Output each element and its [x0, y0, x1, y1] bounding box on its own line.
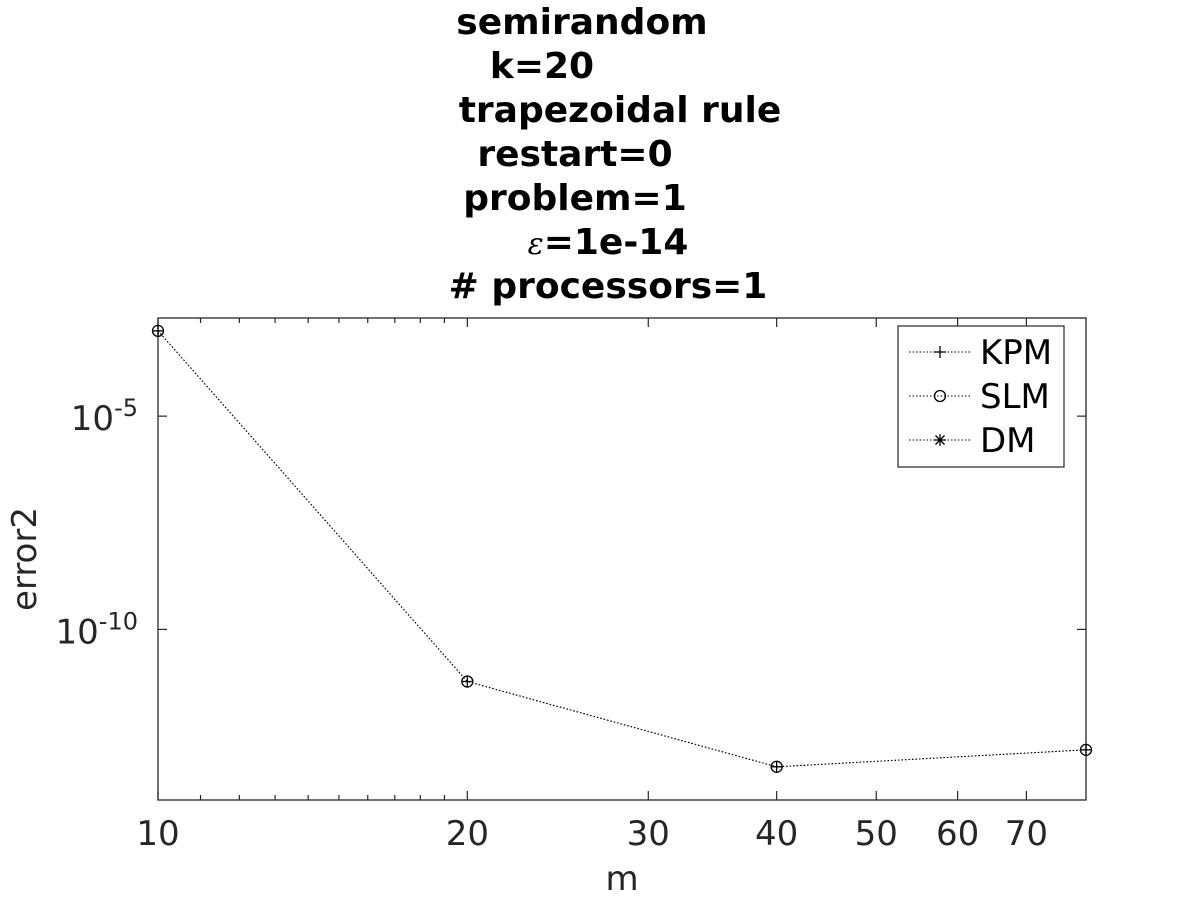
title-line: semirandom — [456, 2, 707, 43]
x-tick-label: 20 — [446, 814, 489, 854]
data-point-kpm — [1080, 743, 1092, 756]
x-tick-label: 50 — [855, 814, 898, 854]
legend-label: DM — [980, 421, 1036, 461]
y-tick-label: 10-5 — [71, 394, 138, 439]
title-line: # processors=1 — [449, 266, 768, 307]
series-markers — [151, 324, 1093, 773]
x-tick-label: 60 — [936, 814, 979, 854]
legend-box — [897, 325, 1065, 468]
legend-item-slm: SLM — [909, 377, 1050, 417]
axis-ticks — [157, 318, 1086, 800]
axis-tick-labels: 10 20 30 40 50 60 70 10-5 10-10 — [56, 394, 1049, 854]
data-point-kpm — [461, 675, 474, 688]
legend-label: SLM — [980, 377, 1050, 417]
data-point-slm — [1079, 743, 1093, 756]
y-tick-label: 10-10 — [56, 607, 138, 652]
title-line: trapezoidal rule — [459, 90, 782, 131]
data-point-slm — [770, 760, 783, 773]
y-axis-label: error2 — [5, 507, 45, 611]
x-tick-label: 70 — [1005, 814, 1048, 854]
title-line: problem=1 — [463, 178, 687, 219]
title-line: restart=0 — [477, 134, 672, 175]
legend-marker-star — [934, 434, 946, 446]
data-point-slm — [151, 324, 165, 337]
legend-item-kpm: KPM — [909, 333, 1052, 373]
x-tick-label: 10 — [136, 814, 179, 854]
x-axis-label: m — [605, 859, 638, 899]
epsilon-symbol: ε — [528, 227, 544, 262]
legend-marker-plus — [934, 346, 946, 358]
data-point-kpm — [152, 324, 164, 337]
title-line: ε=1e-14 — [528, 222, 689, 263]
x-tick-label: 30 — [627, 814, 670, 854]
title-line: k=20 — [490, 46, 594, 87]
legend-item-dm: DM — [909, 421, 1036, 461]
data-point-slm — [461, 675, 474, 688]
legend-label: KPM — [980, 333, 1052, 373]
data-point-kpm — [770, 760, 783, 773]
legend-marker-circle — [933, 389, 947, 403]
x-tick-label: 40 — [755, 814, 798, 854]
